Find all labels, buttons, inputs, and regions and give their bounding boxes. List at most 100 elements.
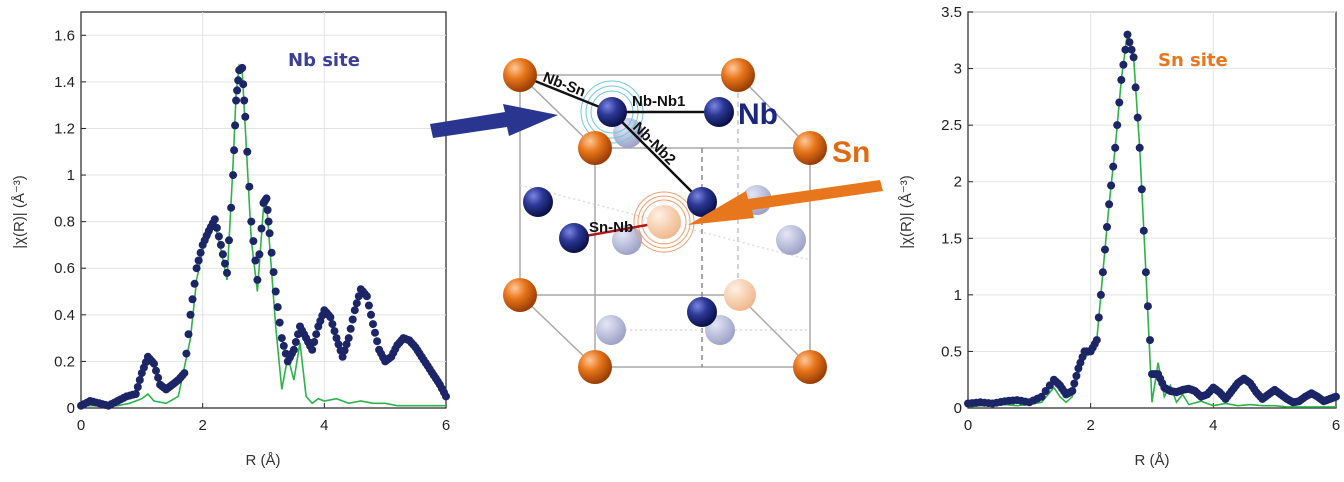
nb-x-tick-label: 0 — [77, 417, 85, 434]
sn-data-point — [1037, 392, 1046, 401]
nb-data-point-interp — [233, 86, 242, 95]
sn-data-point-interp — [1127, 45, 1136, 54]
bond-label-nb-nb1: Nb-Nb1 — [632, 93, 685, 110]
background-nb-atom — [776, 225, 806, 255]
nb-data-markers — [77, 63, 450, 410]
nb-data-point — [442, 392, 450, 401]
nb-data-point-interp — [257, 224, 266, 233]
nb-data-point-interp — [269, 268, 278, 277]
sn-data-markers — [964, 30, 1340, 408]
bond-nb-nb2 — [611, 111, 703, 203]
nb-data-point-interp — [310, 338, 319, 346]
sn-atom — [503, 58, 537, 92]
nb-data-point — [369, 320, 377, 329]
nb-x-tick-label: 2 — [198, 417, 206, 434]
nb-pointer-arrow — [430, 104, 558, 138]
sn-data-point — [1098, 268, 1107, 277]
nb-data-point-interp — [371, 328, 379, 337]
nb-data-point-interp — [184, 330, 193, 339]
nb-data-point — [131, 390, 140, 398]
sn-data-point-interp — [1119, 60, 1128, 69]
nb-data-point-interp — [152, 366, 160, 375]
nb-data-point-interp — [342, 340, 351, 349]
nb-data-point-interp — [221, 259, 229, 268]
nb-data-point-interp — [275, 318, 284, 327]
sn-atom — [793, 131, 827, 165]
nb-data-point-interp — [251, 256, 260, 265]
nb-data-point-interp — [267, 248, 276, 257]
nb-data-point-interp — [190, 279, 199, 288]
sn-absorber-rings — [633, 191, 695, 253]
nb-fit-line — [81, 63, 446, 407]
nb-data-point-interp — [328, 320, 337, 329]
nb-data-point-interp — [231, 121, 240, 130]
sn-data-point-interp — [1096, 290, 1105, 299]
absorber-nb-atom — [597, 97, 627, 127]
nb-data-point — [350, 306, 359, 315]
nb-data-point-interp — [133, 383, 142, 391]
sn-y-tick-label: 0 — [954, 400, 962, 417]
nb-data-point — [241, 112, 250, 121]
nb-data-point-interp — [188, 295, 197, 304]
sn-atom — [578, 131, 612, 165]
nb-data-point — [344, 334, 353, 343]
sn-y-tick-label: 3.5 — [941, 4, 962, 21]
sn-data-point-interp — [1143, 302, 1152, 311]
nb-data-point-interp — [340, 346, 349, 355]
sn-data-point-interp — [1115, 98, 1124, 107]
nb-y-tick-label: 0.6 — [54, 260, 75, 277]
nb-data-point — [262, 194, 271, 203]
absorber-sn-atom — [647, 205, 681, 239]
sn-y-tick-label: 0.5 — [941, 343, 962, 360]
nb-data-point-interp — [364, 301, 373, 310]
nb-data-point-interp — [352, 299, 361, 308]
sn-data-point — [1123, 30, 1132, 39]
sn-y-tick-label: 1 — [954, 287, 962, 304]
nb-data-point — [210, 215, 219, 224]
sn-site-chart: 0 0.5 1 1.5 2 2.5 3 3.5 0 2 4 6 R (Å) |χ(R)| (Å⁻³)… — [898, 4, 1340, 469]
bond-label-sn-nb: Sn-Nb — [589, 219, 633, 236]
bond-label-nb-sn: Nb-Sn — [541, 69, 588, 101]
nb-data-point — [265, 229, 274, 238]
nb-y-tick-label: 1.2 — [54, 120, 75, 137]
sn-x-tick-label: 2 — [1086, 417, 1094, 434]
nb-data-point-interp — [196, 248, 205, 257]
sn-gridlines — [968, 11, 1336, 408]
sn-data-point — [1117, 75, 1126, 84]
nb-data-point-interp — [243, 147, 252, 156]
sn-data-point-interp — [1094, 313, 1103, 322]
nb-atom — [523, 187, 553, 217]
nb-data-point-interp — [212, 223, 221, 232]
nb-data-point-interp — [230, 146, 239, 155]
unit-cell-edges — [519, 74, 811, 368]
sn-data-point — [1141, 268, 1150, 277]
sn-y-tick-label: 1.5 — [941, 230, 962, 247]
nb-atom — [687, 187, 717, 217]
nb-x-tick-label: 6 — [442, 417, 450, 434]
sn-atom — [503, 278, 537, 312]
nb-data-point-interp — [227, 203, 236, 212]
sn-fit-line — [967, 32, 1336, 408]
sn-data-point-interp — [1146, 336, 1154, 345]
background-sn-atom — [724, 279, 756, 311]
nb-data-point-interp — [249, 237, 258, 246]
sn-data-point — [1135, 143, 1144, 152]
nb-y-tick-label: 1 — [67, 167, 75, 184]
nb-data-point-interp — [346, 324, 355, 333]
nb-data-point — [338, 352, 347, 361]
nb-x-tick-label: 4 — [320, 417, 328, 434]
sn-y-ticks: 0 0.5 1 1.5 2 2.5 3 3.5 — [941, 4, 973, 417]
background-nb-atom — [612, 225, 642, 255]
nb-y-tick-label: 0.8 — [54, 214, 75, 231]
sn-data-point-interp — [1137, 185, 1146, 194]
sn-data-point — [1092, 336, 1101, 345]
nb-data-point-interp — [245, 182, 254, 191]
sn-data-point-interp — [1125, 38, 1134, 47]
sn-data-point-interp — [1072, 371, 1081, 380]
sn-site-annotation: Sn site — [1158, 50, 1228, 71]
nb-data-point-interp — [373, 337, 382, 346]
nb-data-point — [229, 171, 238, 180]
nb-site-annotation: Nb site — [288, 50, 360, 71]
sn-data-point-interp — [1109, 162, 1118, 171]
nb-data-point — [186, 310, 195, 319]
